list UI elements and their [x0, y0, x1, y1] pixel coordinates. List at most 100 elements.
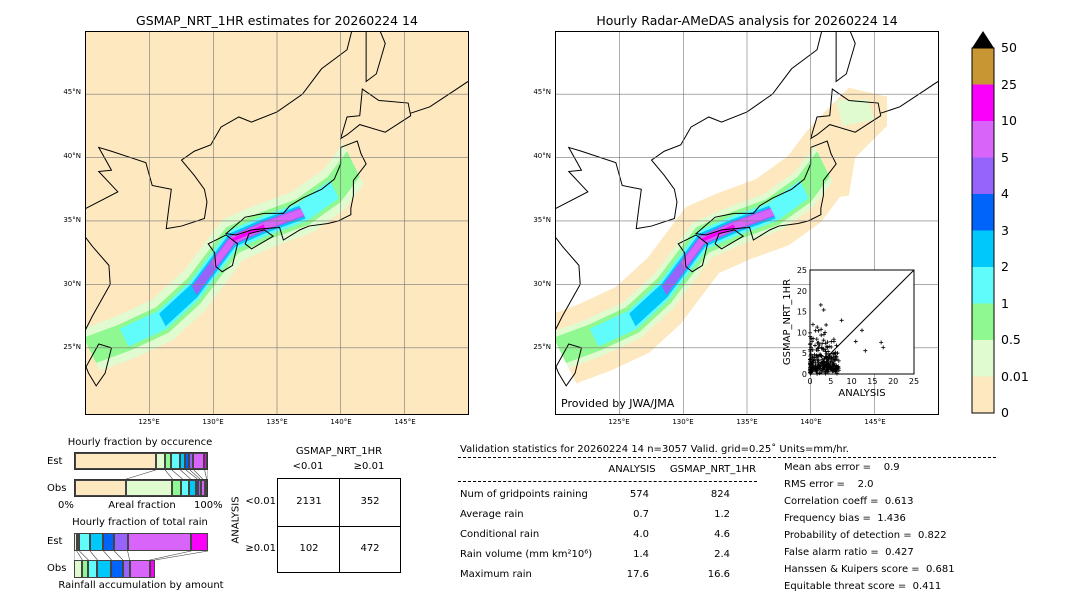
col-label-ge: ≥0.01 — [353, 461, 385, 472]
colorbar-label: 10 — [1001, 113, 1017, 128]
y-tick-label: 20 — [797, 287, 807, 296]
colorbar-segment — [972, 340, 994, 377]
scatter-point — [820, 362, 825, 367]
connector-line — [189, 470, 201, 479]
fraction-segment — [164, 453, 172, 469]
fraction-segment — [97, 560, 112, 578]
score-line: Correlation coeff = 0.613 — [784, 496, 914, 507]
coastline-kurils — [410, 81, 468, 114]
scatter-point — [808, 334, 813, 339]
scatter-point — [816, 345, 821, 350]
coastline-mainland — [86, 32, 353, 330]
fraction-segment — [74, 560, 83, 578]
total-rain-title: Hourly fraction of total rain — [72, 517, 208, 528]
lat-tick-label: 25°N — [63, 343, 81, 352]
scatter-point — [832, 361, 837, 366]
fraction-segment — [198, 480, 202, 496]
scatter-point — [824, 322, 829, 327]
scatter-point — [819, 327, 824, 332]
y-tick-label: 25 — [797, 266, 807, 275]
fraction-segment — [193, 453, 204, 469]
colorbar — [971, 31, 995, 414]
scatter-point — [823, 354, 828, 359]
scatter-point — [819, 346, 824, 351]
lat-tick-label: 30°N — [533, 279, 551, 288]
rain-area-4 — [159, 205, 306, 327]
connector-line — [204, 470, 207, 479]
obs-label: Obs — [47, 483, 67, 494]
rainfall-accumulation-label: Rainfall accumulation by amount — [58, 580, 224, 591]
scatter-point — [811, 336, 816, 341]
colorbar-segment — [972, 48, 994, 85]
lon-tick-label: 145°E — [864, 418, 886, 426]
stat-analysis-value: 4.0 — [633, 529, 649, 540]
fraction-segment — [127, 533, 192, 551]
scatter-point — [833, 369, 838, 374]
scatter-point — [821, 332, 826, 337]
x-tick-label: 25 — [909, 377, 919, 386]
scatter-point — [823, 349, 828, 354]
scatter-point — [816, 357, 821, 362]
lat-tick-label: 35°N — [63, 215, 81, 224]
stat-row-label: Rain volume (mm km²10⁶) — [460, 549, 593, 560]
scatter-xlabel: ANALYSIS — [838, 388, 885, 399]
scatter-point — [830, 365, 835, 370]
fraction-segment — [75, 480, 127, 496]
stats-col-analysis: ANALYSIS — [608, 464, 656, 475]
scatter-point — [808, 360, 813, 365]
score-line: Frequency bias = 1.436 — [784, 513, 906, 524]
scatter-point — [814, 355, 819, 360]
areal-fraction-label: Areal fraction — [108, 500, 176, 511]
fraction-segment — [181, 480, 190, 496]
fraction-segment — [179, 453, 186, 469]
total-rain-connectors — [74, 551, 208, 560]
scatter-point — [822, 362, 827, 367]
coastline-honshu — [694, 140, 837, 241]
stat-row-label: Maximum rain — [460, 569, 532, 580]
total-rain-est-bar — [74, 533, 208, 551]
connector-line — [103, 551, 112, 560]
colorbar-label: 2 — [1001, 259, 1009, 274]
scatter-point — [829, 360, 834, 365]
scatter-point — [810, 365, 815, 370]
coastline-honshu — [224, 140, 367, 241]
fraction-segment — [114, 533, 128, 551]
scatter-point — [831, 337, 836, 342]
lon-tick-label: 140°E — [330, 418, 352, 426]
stat-row-label: Average rain — [460, 509, 524, 520]
axis-100-percent: 100% — [194, 500, 223, 511]
score-line: RMS error = 2.0 — [784, 479, 874, 490]
coastline-hokkaido — [809, 88, 882, 140]
fraction-segment — [205, 480, 207, 496]
x-tick-label: 5 — [828, 377, 833, 386]
scatter-point — [808, 330, 813, 335]
scatter-point — [836, 358, 841, 363]
scatter-point — [808, 342, 813, 347]
lat-tick-label: 35°N — [533, 215, 551, 224]
scatter-point — [863, 348, 868, 353]
scatter-point — [820, 367, 825, 372]
lon-tick-label: 125°E — [608, 418, 630, 426]
scatter-point — [810, 347, 815, 352]
fraction-segment — [149, 560, 155, 578]
scatter-point — [811, 358, 816, 363]
stat-row-label: Num of gridpoints raining — [460, 489, 588, 500]
scatter-point — [813, 328, 818, 333]
connector-line — [185, 470, 198, 479]
scatter-point — [827, 352, 832, 357]
scatter-point — [826, 364, 831, 369]
colorbar-label: 0.5 — [1001, 332, 1021, 347]
stat-analysis-value: 1.4 — [633, 549, 649, 560]
scatter-point — [815, 341, 820, 346]
scatter-point — [812, 352, 817, 357]
fraction-segment — [185, 453, 190, 469]
colorbar-segment — [972, 376, 994, 413]
scatter-point — [827, 344, 832, 349]
coastline-sakhalin — [365, 32, 386, 83]
colorbar-segment — [972, 303, 994, 340]
score-line: Mean abs error = 0.9 — [784, 462, 900, 473]
scatter-point — [818, 368, 823, 373]
scatter-point — [824, 369, 829, 374]
scatter-point — [821, 359, 826, 364]
cell-false-alarm: 352 — [360, 496, 380, 507]
